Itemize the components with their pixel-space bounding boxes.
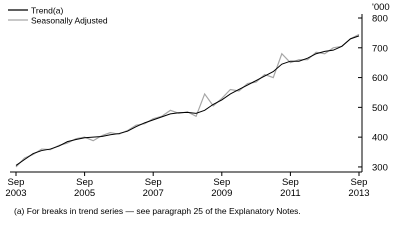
x-tick-label: 2011 bbox=[280, 188, 300, 199]
x-tick-label: Sep bbox=[282, 177, 299, 188]
x-tick-label: 2005 bbox=[74, 188, 95, 199]
x-tick-label: Sep bbox=[145, 177, 162, 188]
x-tick-label: 2013 bbox=[348, 188, 369, 199]
y-tick-label: 600 bbox=[372, 73, 388, 84]
x-tick-label: 2003 bbox=[5, 188, 26, 199]
y-tick-label: 500 bbox=[372, 103, 388, 114]
chart: '000 (a) For breaks in trend series — se… bbox=[0, 0, 397, 227]
series-line bbox=[15, 35, 360, 166]
x-tick-label: Sep bbox=[76, 177, 93, 188]
x-tick-label: 2009 bbox=[211, 188, 232, 199]
y-tick-label: 400 bbox=[372, 133, 388, 144]
y-unit: '000 bbox=[372, 2, 390, 13]
y-tick-label: 700 bbox=[372, 43, 388, 54]
x-tick-label: Sep bbox=[213, 177, 230, 188]
footnote: (a) For breaks in trend series — see par… bbox=[14, 206, 301, 216]
x-tick-label: 2007 bbox=[143, 188, 164, 199]
x-tick-label: Sep bbox=[8, 177, 25, 188]
legend-label: Trend(a) bbox=[31, 6, 63, 16]
x-tick-label: Sep bbox=[351, 177, 368, 188]
legend-label: Seasonally Adjusted bbox=[31, 16, 108, 26]
background bbox=[0, 0, 397, 227]
y-tick-label: 300 bbox=[372, 162, 388, 173]
y-tick-label: 800 bbox=[372, 14, 388, 25]
